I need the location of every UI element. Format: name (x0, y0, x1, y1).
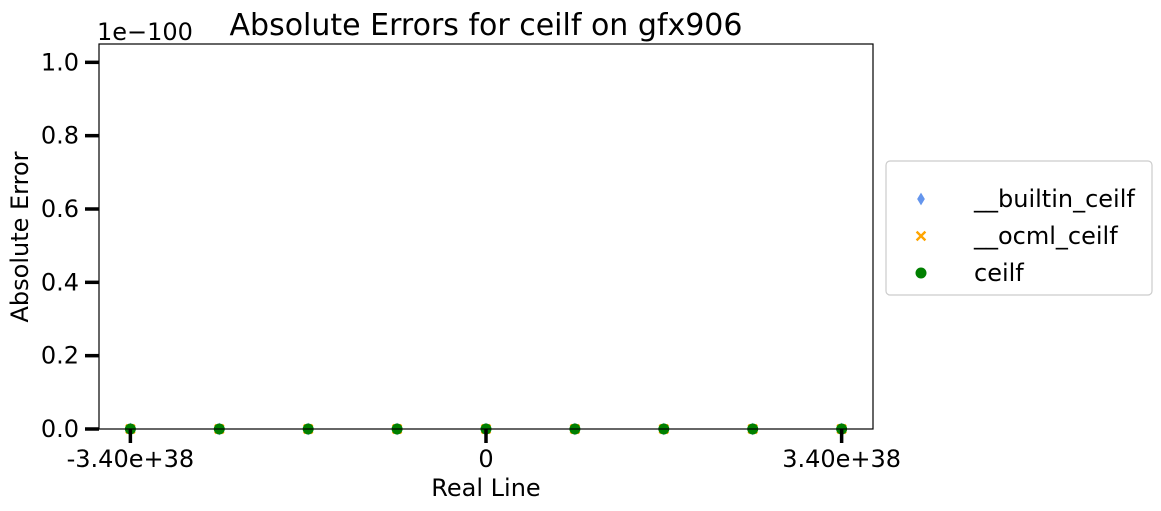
y-tick-label: 0.0 (41, 415, 79, 443)
plot-area (98, 43, 874, 430)
y-tick-label: 1.0 (41, 48, 79, 76)
y-axis-label: Absolute Error (6, 151, 34, 322)
legend-marker (917, 192, 925, 206)
y-tick-label: 0.8 (41, 122, 79, 150)
chart-title: Absolute Errors for ceilf on gfx906 (230, 8, 743, 43)
legend-label: ceilf (974, 259, 1024, 287)
legend-marker (915, 267, 927, 279)
legend-label: __ocml_ceilf (973, 222, 1118, 250)
x-tick-label: -3.40e+38 (67, 445, 195, 473)
y-offset-label: 1e−100 (97, 18, 193, 46)
y-tick-label: 0.2 (41, 342, 79, 370)
x-tick-label: 0 (478, 445, 493, 473)
legend-marker (915, 230, 927, 242)
x-axis: -3.40e+38 0 3.40e+38 (67, 429, 901, 473)
legend-frame (885, 160, 1153, 296)
legend-label: __builtin_ceilf (973, 185, 1135, 213)
x-tick-label: 3.40e+38 (782, 445, 901, 473)
x-axis-label: Real Line (431, 474, 540, 502)
y-tick-label: 0.6 (41, 195, 79, 223)
y-tick-label: 0.4 (41, 268, 79, 296)
y-axis: 0.0 0.2 0.4 0.6 0.8 1.0 (41, 48, 99, 443)
